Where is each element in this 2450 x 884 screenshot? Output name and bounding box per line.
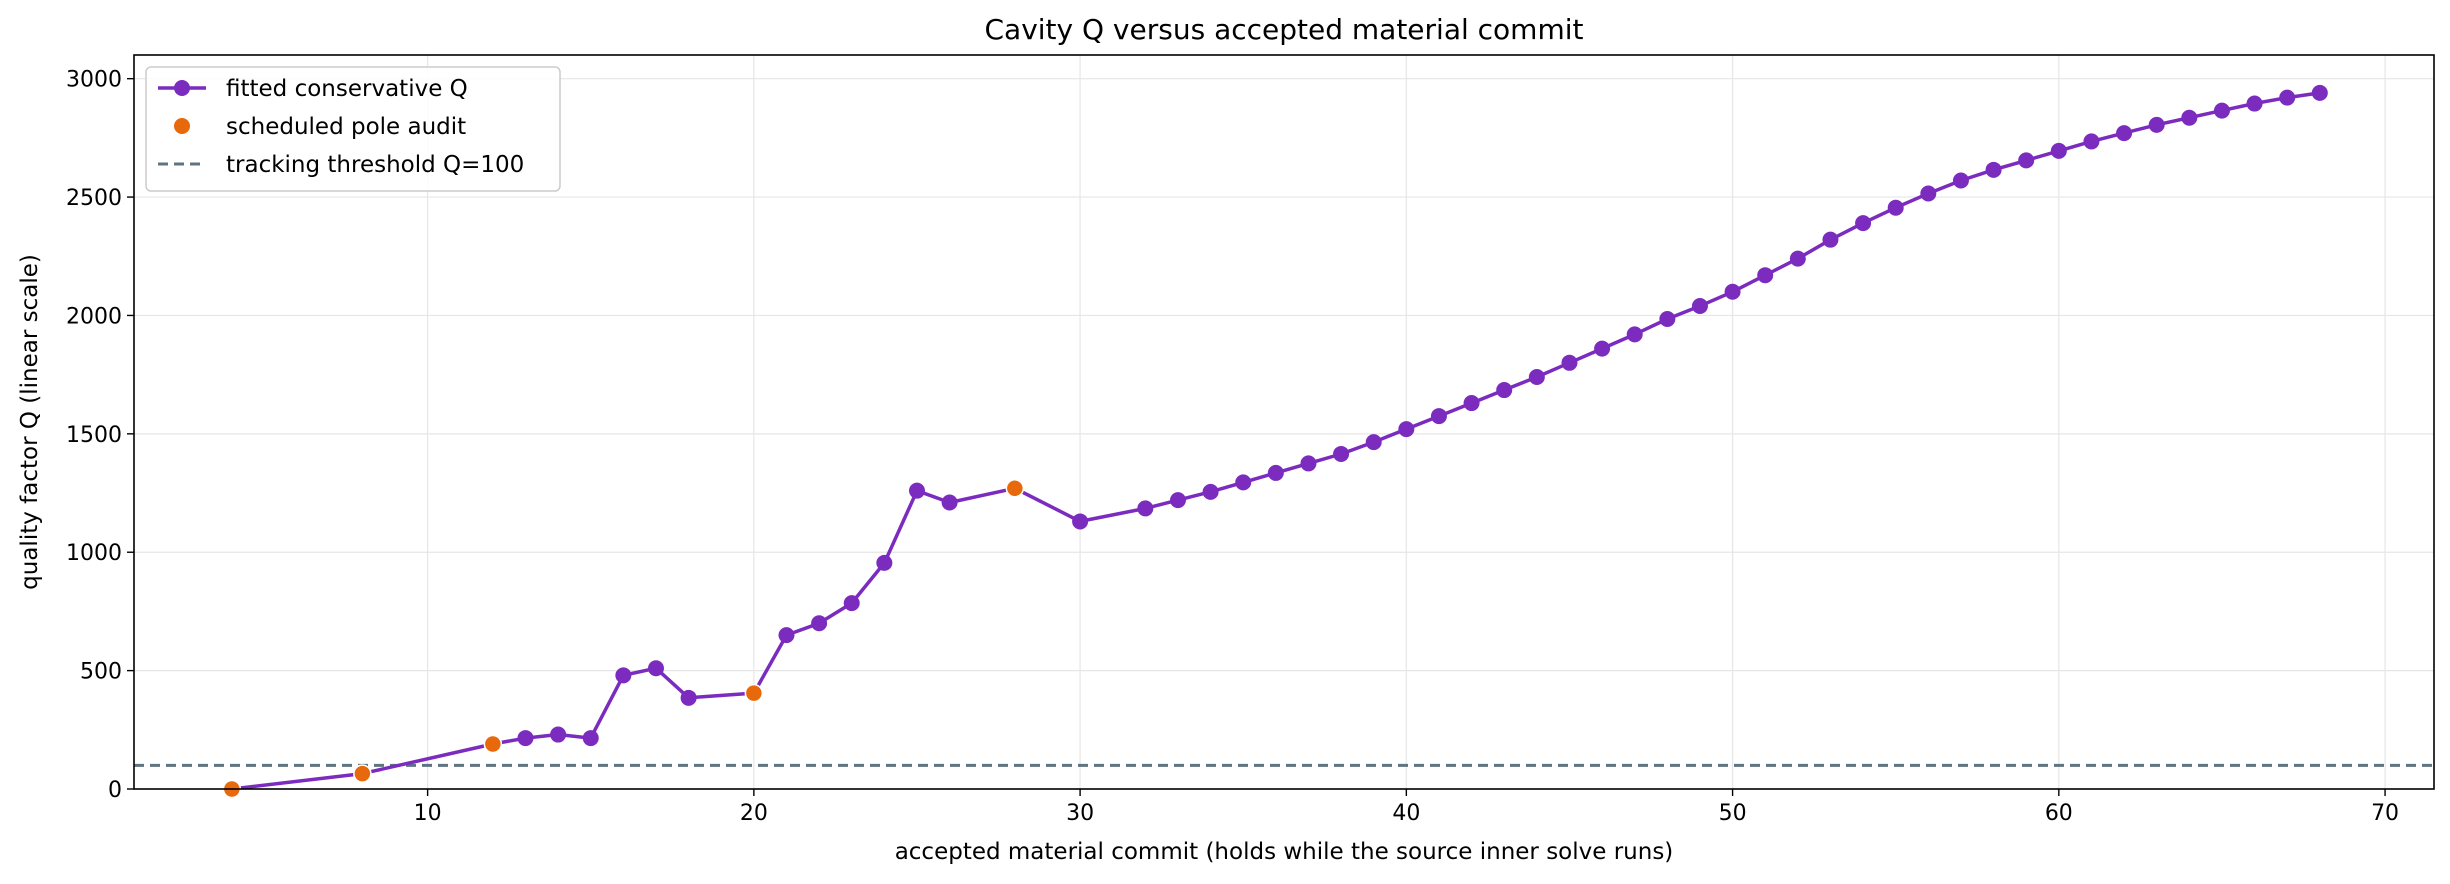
- fitted-q-point: [2018, 152, 2035, 169]
- y-tick-label: 500: [80, 660, 122, 685]
- legend-label-threshold: tracking threshold Q=100: [226, 152, 524, 178]
- pole-audit-point: [483, 734, 503, 754]
- fitted-q-point: [550, 726, 567, 743]
- fitted-q-point: [1822, 231, 1839, 248]
- fitted-q-point: [1952, 172, 1969, 189]
- fitted-q-point: [1137, 500, 1154, 517]
- x-tick-label: 40: [1392, 801, 1420, 826]
- y-tick-label: 2500: [66, 186, 122, 211]
- y-tick-label: 3000: [66, 68, 122, 93]
- x-axis-ticks: 10 20 30 40 50 60 70: [414, 789, 2399, 826]
- fitted-q-point: [2050, 142, 2067, 159]
- fitted-q-point: [1887, 199, 1904, 216]
- fitted-q-point: [811, 615, 828, 632]
- fitted-q-point: [2148, 116, 2165, 133]
- fitted-q-point: [778, 627, 795, 644]
- pole-audit-point: [1005, 479, 1025, 498]
- x-tick-label: 10: [414, 801, 442, 826]
- fitted-q-point: [2246, 95, 2263, 112]
- fitted-q-point: [680, 689, 697, 706]
- fitted-q-point: [1626, 326, 1643, 343]
- fitted-q-point: [1724, 283, 1741, 300]
- fitted-q-point: [1659, 311, 1676, 328]
- y-tick-label: 0: [108, 778, 122, 803]
- fitted-q-point: [517, 730, 534, 747]
- fitted-q-point: [1985, 161, 2002, 178]
- fitted-q-point: [2181, 109, 2198, 126]
- legend-label-pole-audit: scheduled pole audit: [226, 114, 466, 140]
- fitted-q-point: [1789, 250, 1806, 267]
- x-tick-label: 30: [1066, 801, 1094, 826]
- plot-frame: [133, 54, 2435, 790]
- x-tick-label: 50: [1719, 801, 1747, 826]
- y-tick-label: 1000: [66, 541, 122, 566]
- fitted-q-point: [2213, 102, 2230, 119]
- fitted-q-point: [1365, 434, 1382, 451]
- fitted-q-point: [1855, 215, 1872, 232]
- x-tick-label: 60: [2045, 801, 2073, 826]
- legend: fitted conservative Q scheduled pole aud…: [145, 66, 561, 192]
- audit-layer: [222, 479, 1025, 799]
- fitted-q-point: [908, 482, 925, 499]
- y-axis-label: quality factor Q (linear scale): [17, 254, 43, 590]
- fitted-q-point: [1920, 185, 1937, 202]
- fitted-q-point: [1169, 492, 1186, 509]
- pole-audit-point: [744, 683, 764, 703]
- legend-audit-marker: [174, 118, 190, 134]
- fitted-q-point: [2116, 125, 2133, 142]
- x-axis-label: accepted material commit (holds while th…: [895, 839, 1674, 865]
- x-tick-label: 20: [740, 801, 768, 826]
- fitted-q-point: [1528, 369, 1545, 386]
- fitted-q-point: [876, 554, 893, 571]
- y-tick-label: 1500: [66, 423, 122, 448]
- fitted-q-point: [843, 595, 860, 612]
- legend-box: [145, 66, 561, 192]
- fitted-q-point: [1267, 464, 1284, 481]
- y-tick-label: 2000: [66, 304, 122, 329]
- chart-title: Cavity Q versus accepted material commit: [984, 13, 1583, 46]
- fitted-q-point: [1757, 267, 1774, 284]
- fitted-q-point: [582, 730, 599, 747]
- fitted-q-point: [1300, 455, 1317, 472]
- fitted-q-point: [2083, 133, 2100, 150]
- fitted-q-point: [941, 494, 958, 511]
- fitted-q-point: [1202, 483, 1219, 500]
- pole-audit-point: [353, 764, 372, 783]
- fitted-q-point: [2279, 89, 2296, 106]
- fitted-q-point: [2311, 84, 2328, 101]
- x-tick-label: 70: [2371, 801, 2399, 826]
- fitted-q-point: [615, 667, 632, 684]
- fitted-q-point: [1463, 395, 1480, 412]
- fitted-q-point: [1072, 513, 1089, 530]
- series-layer: [223, 84, 2328, 797]
- fitted-q-point: [1561, 354, 1578, 371]
- fitted-q-point: [647, 660, 664, 677]
- fitted-q-point: [1691, 297, 1708, 314]
- fitted-q-point: [1496, 382, 1513, 399]
- fitted-q-point: [1333, 445, 1350, 462]
- fitted-q-point: [1398, 421, 1415, 438]
- y-axis-ticks: 0 500 1000 1500 2000 2500 3000: [66, 68, 134, 803]
- fitted-q-point: [1235, 474, 1252, 491]
- legend-label-fitted-q: fitted conservative Q: [226, 76, 468, 102]
- fitted-q-point: [1594, 340, 1611, 357]
- legend-line-marker: [174, 80, 190, 96]
- fitted-q-point: [1430, 408, 1447, 425]
